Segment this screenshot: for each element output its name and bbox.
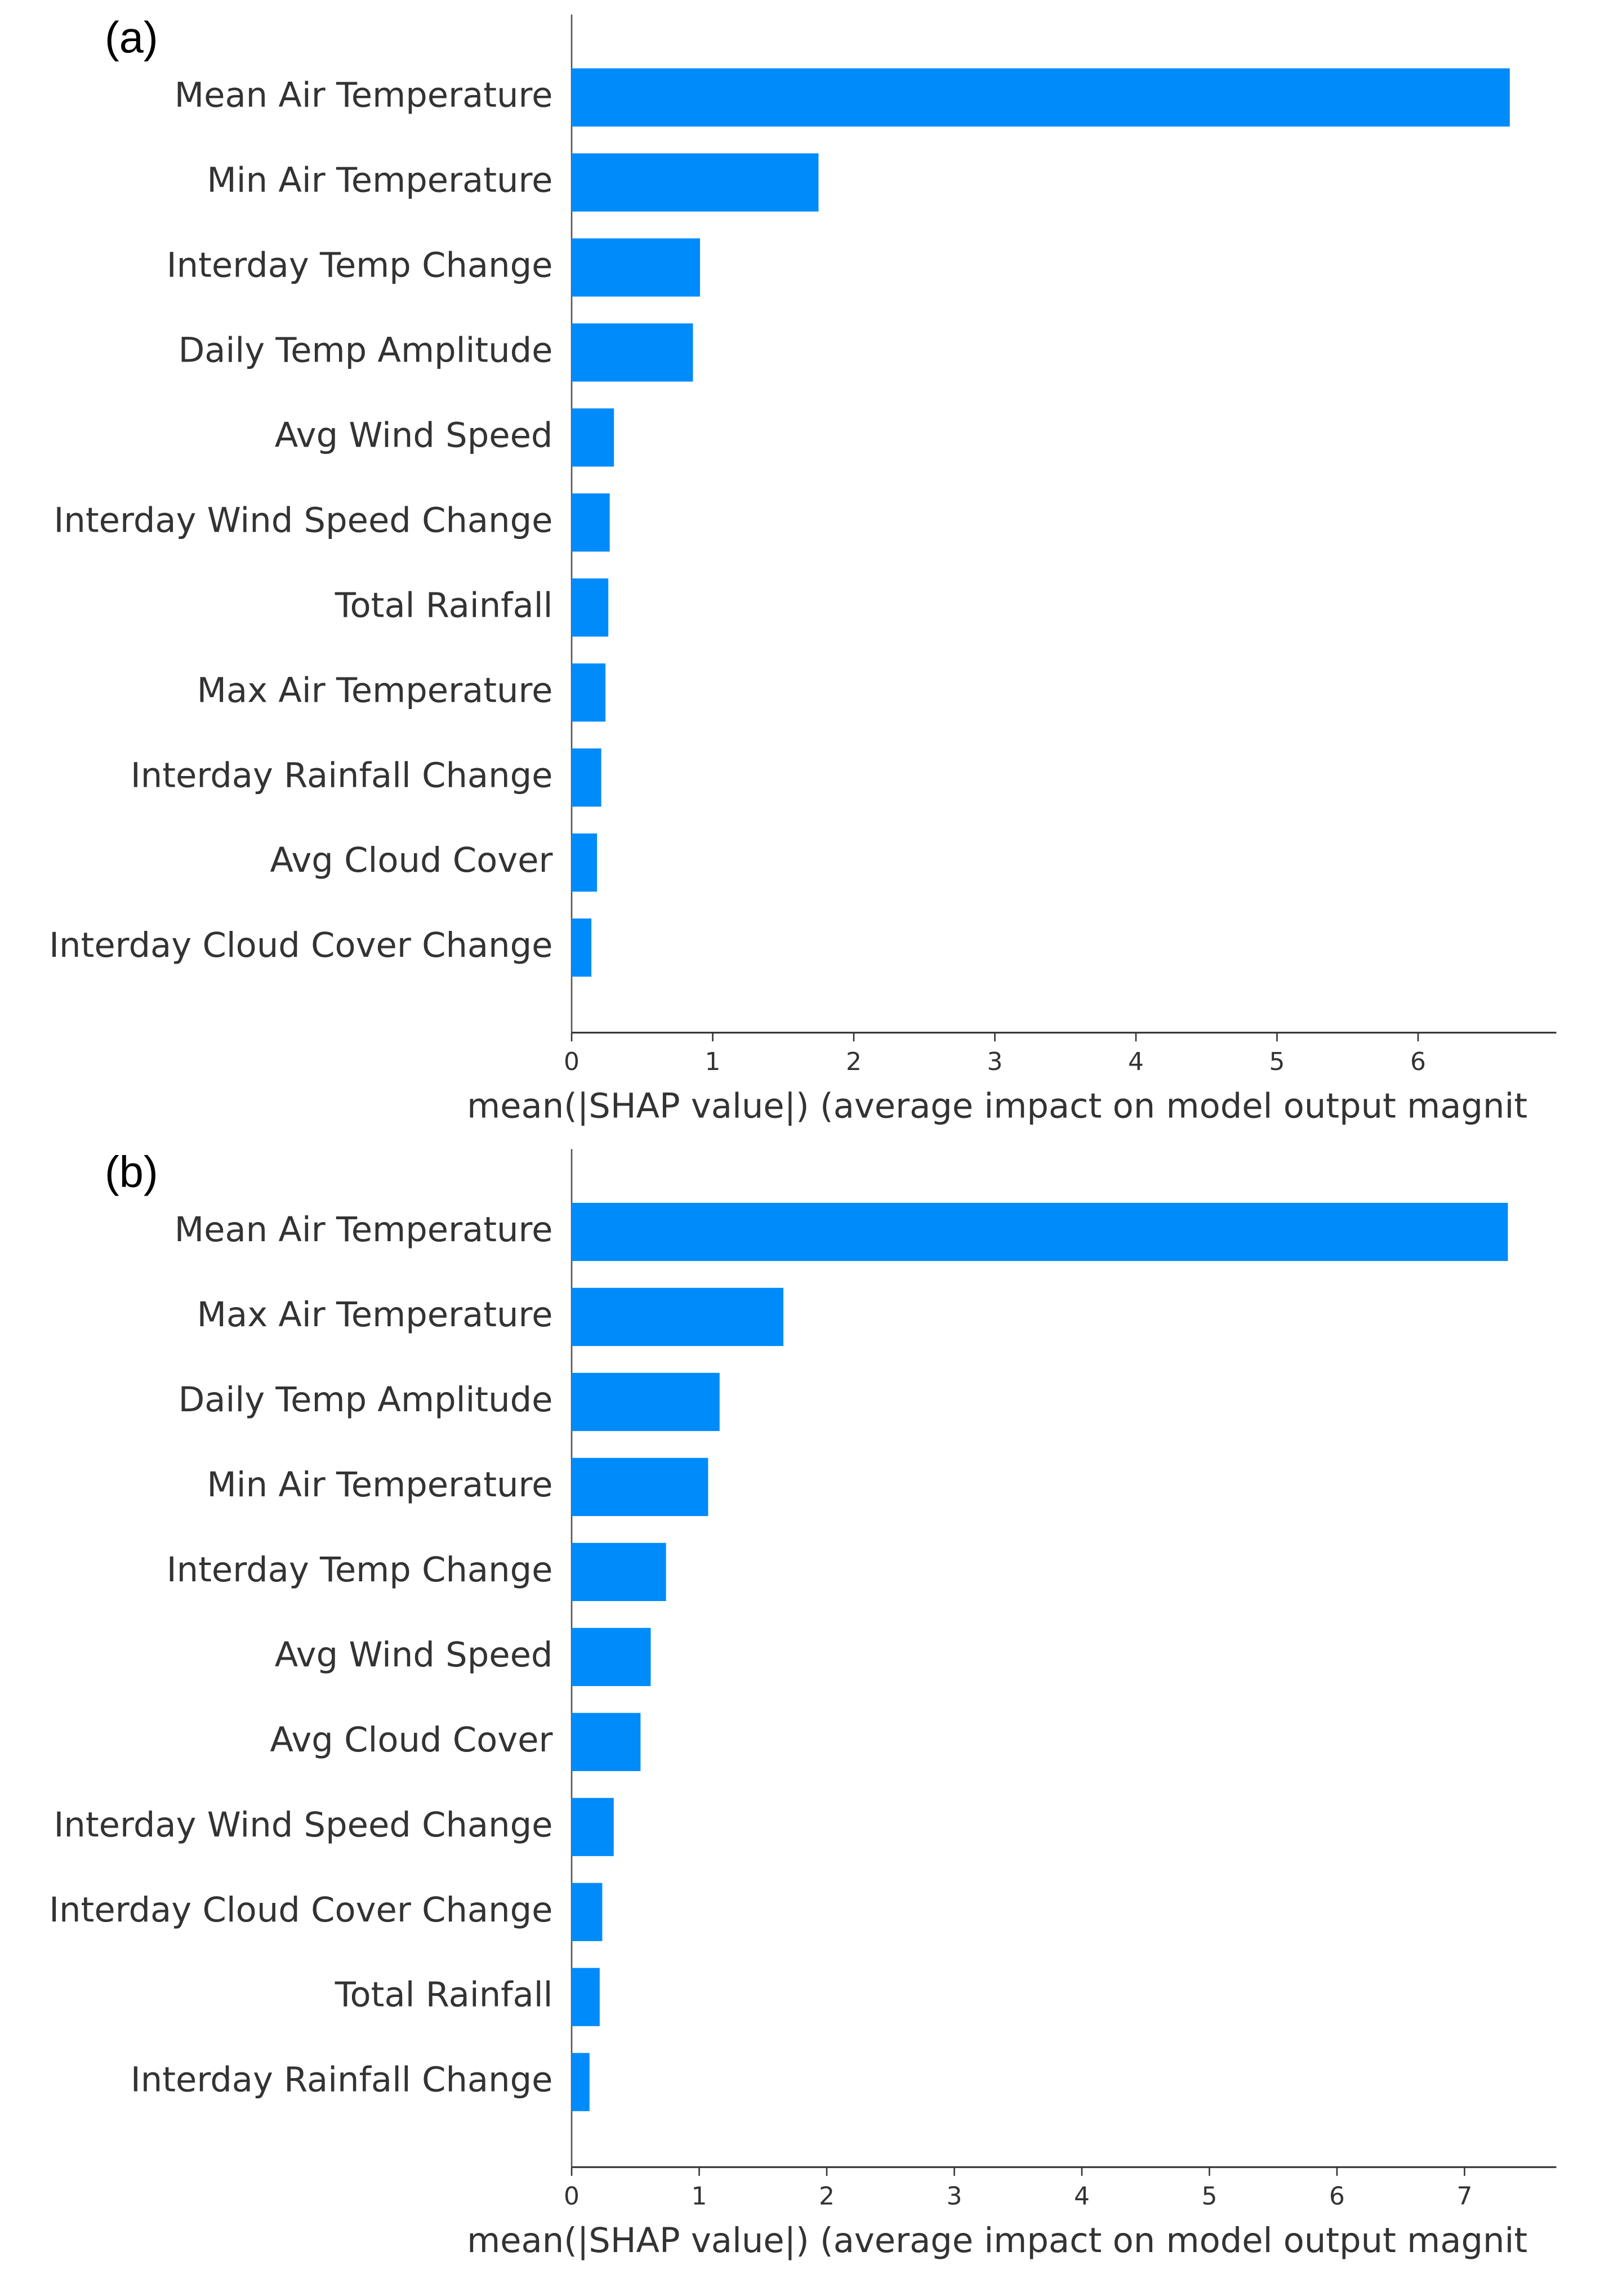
bar bbox=[572, 1287, 783, 1347]
x-tick-label: 3 bbox=[947, 2182, 962, 2210]
x-tick-label: 0 bbox=[564, 1047, 580, 1076]
y-tick-label: Max Air Temperature bbox=[197, 671, 553, 710]
bar bbox=[572, 238, 700, 297]
panel-label: (a) bbox=[105, 14, 158, 62]
y-tick-label: Interday Wind Speed Change bbox=[54, 501, 552, 540]
bar bbox=[572, 408, 614, 467]
panel-label: (b) bbox=[105, 1148, 158, 1196]
bar bbox=[572, 153, 819, 212]
y-tick-label: Interday Rainfall Change bbox=[131, 2061, 553, 2100]
x-tick-label: 1 bbox=[705, 1047, 721, 1076]
x-tick-label: 6 bbox=[1410, 1047, 1426, 1076]
y-tick-label: Avg Cloud Cover bbox=[270, 841, 552, 880]
bar bbox=[572, 1457, 708, 1517]
y-tick-label: Interday Wind Speed Change bbox=[54, 1805, 552, 1845]
y-tick-label: Mean Air Temperature bbox=[175, 1210, 553, 1250]
x-axis-label: mean(|SHAP value|) (average impact on mo… bbox=[467, 2221, 1527, 2261]
bar bbox=[572, 2053, 590, 2111]
bar bbox=[572, 1798, 614, 1856]
bar bbox=[572, 748, 601, 807]
bar bbox=[572, 1713, 641, 1771]
y-tick-label: Min Air Temperature bbox=[207, 1465, 552, 1505]
bar bbox=[572, 1372, 720, 1432]
bar bbox=[572, 1542, 666, 1602]
bar bbox=[572, 68, 1510, 127]
y-tick-label: Total Rainfall bbox=[335, 1976, 553, 2015]
bar bbox=[572, 1883, 603, 1941]
y-tick-label: Min Air Temperature bbox=[207, 161, 552, 200]
bar bbox=[572, 323, 693, 382]
bar bbox=[572, 663, 606, 722]
x-tick-label: 4 bbox=[1128, 1047, 1144, 1076]
x-tick-label: 5 bbox=[1269, 1047, 1285, 1076]
bar bbox=[572, 1202, 1508, 1261]
y-tick-label: Interday Temp Change bbox=[167, 1550, 553, 1590]
x-tick-label: 6 bbox=[1329, 2182, 1345, 2210]
y-tick-label: Daily Temp Amplitude bbox=[179, 1380, 553, 1420]
y-tick-label: Avg Wind Speed bbox=[275, 416, 553, 455]
y-tick-label: Interday Cloud Cover Change bbox=[49, 926, 552, 965]
y-tick-label: Max Air Temperature bbox=[197, 1295, 553, 1335]
x-tick-label: 5 bbox=[1201, 2182, 1217, 2210]
bar bbox=[572, 918, 592, 977]
y-tick-label: Avg Wind Speed bbox=[275, 1635, 553, 1675]
x-tick-label: 1 bbox=[692, 2182, 707, 2210]
y-tick-label: Interday Cloud Cover Change bbox=[49, 1891, 552, 1930]
x-tick-label: 2 bbox=[819, 2182, 835, 2210]
bar bbox=[572, 833, 598, 892]
x-tick-label: 3 bbox=[987, 1047, 1003, 1076]
y-tick-label: Interday Rainfall Change bbox=[131, 756, 553, 795]
y-tick-label: Total Rainfall bbox=[335, 586, 553, 625]
y-tick-label: Mean Air Temperature bbox=[175, 76, 553, 115]
bar bbox=[572, 1968, 600, 2026]
bar bbox=[572, 1628, 651, 1686]
x-tick-label: 7 bbox=[1456, 2182, 1472, 2210]
x-tick-label: 2 bbox=[846, 1047, 862, 1076]
bar bbox=[572, 578, 609, 637]
y-tick-label: Avg Cloud Cover bbox=[270, 1720, 552, 1760]
y-tick-label: Daily Temp Amplitude bbox=[179, 331, 553, 371]
x-axis-label: mean(|SHAP value|) (average impact on mo… bbox=[467, 1087, 1527, 1126]
x-tick-label: 4 bbox=[1074, 2182, 1090, 2210]
x-tick-label: 0 bbox=[564, 2182, 580, 2210]
bar bbox=[572, 493, 610, 552]
y-tick-label: Interday Temp Change bbox=[167, 246, 553, 286]
